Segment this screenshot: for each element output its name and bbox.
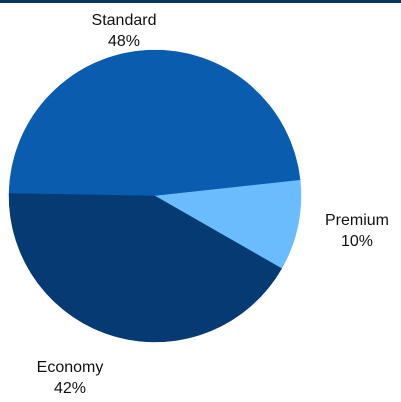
pie-slice-standard (8, 49, 301, 197)
pie-slices (8, 49, 302, 343)
pie-labels: Standard 48% Premium 10% Economy 42% (37, 12, 389, 397)
slice-percent-economy: 42% (54, 380, 86, 397)
slice-percent-premium: 10% (341, 233, 373, 250)
pie-slice-economy (8, 193, 283, 343)
slice-label-premium: Premium (325, 212, 389, 229)
top-border (0, 0, 401, 3)
slice-label-economy: Economy (37, 359, 104, 376)
slice-percent-standard: 48% (108, 33, 140, 50)
pie-slice-premium (154, 179, 302, 269)
slice-label-standard: Standard (92, 12, 157, 29)
